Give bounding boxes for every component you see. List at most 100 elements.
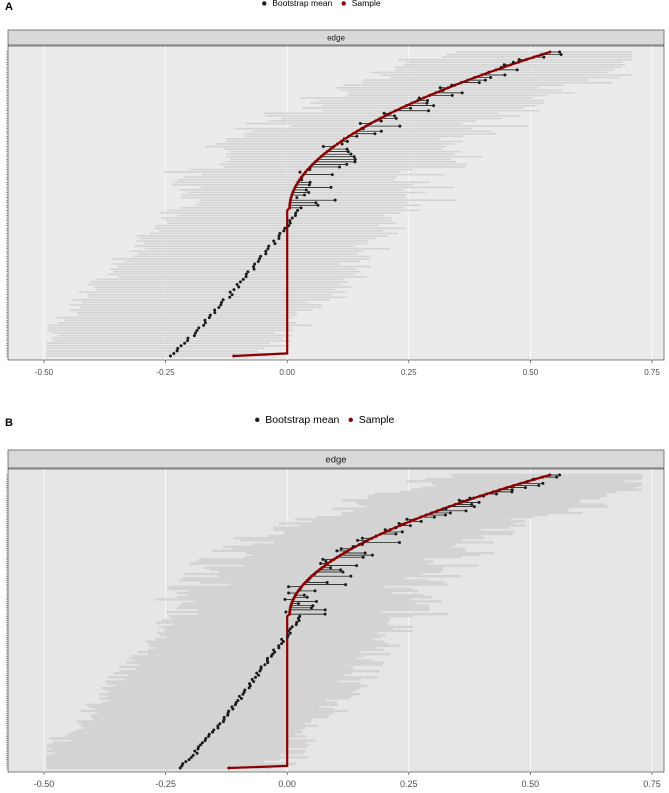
bootstrap-point — [477, 81, 481, 85]
bootstrap-point — [523, 486, 527, 490]
bootstrap-point — [288, 631, 292, 635]
bootstrap-point — [230, 293, 234, 297]
bootstrap-point — [379, 119, 383, 123]
bootstrap-point — [204, 736, 208, 740]
bootstrap-point — [255, 671, 259, 675]
bootstrap-point — [200, 741, 204, 745]
bootstrap-point — [502, 63, 506, 67]
bootstrap-point — [355, 134, 359, 138]
sample-point — [300, 585, 304, 589]
sample-point — [339, 139, 343, 143]
sample-point — [293, 185, 297, 189]
bootstrap-point — [558, 473, 562, 477]
sample-point — [319, 155, 323, 159]
sample-point — [227, 766, 231, 770]
bootstrap-point — [216, 724, 220, 728]
bootstrap-point — [397, 540, 401, 544]
sample-point — [299, 175, 303, 179]
bootstrap-point — [290, 625, 294, 629]
bootstrap-point — [288, 219, 292, 223]
sample-point — [308, 165, 312, 169]
sample-point — [301, 173, 305, 177]
bootstrap-point — [222, 715, 226, 719]
bootstrap-point — [184, 760, 188, 764]
sample-point — [434, 91, 438, 95]
x-tick-label: -0.25 — [156, 368, 175, 377]
bootstrap-point — [192, 334, 196, 338]
bootstrap-point — [472, 505, 476, 509]
panel-a: A Bootstrap mean Sample edge -0.50 -0.25 0.00 0… — [5, 0, 665, 377]
bootstrap-point — [232, 288, 236, 292]
bootstrap-point — [298, 170, 302, 174]
bootstrap-point — [287, 224, 291, 228]
bootstrap-point — [252, 267, 256, 271]
bootstrap-point — [394, 116, 398, 120]
sample-point — [383, 114, 387, 118]
sample-point — [453, 83, 457, 87]
sample-point — [342, 551, 346, 555]
bootstrap-point — [234, 701, 238, 705]
bootstrap-point — [213, 311, 217, 315]
bootstrap-point — [483, 78, 487, 82]
sample-point — [430, 511, 434, 515]
bootstrap-point — [277, 234, 281, 238]
sample-point — [289, 196, 293, 200]
bootstrap-point — [172, 351, 176, 355]
sample-point — [440, 88, 444, 92]
bootstrap-point — [330, 173, 334, 177]
sample-point — [441, 507, 445, 511]
sample-point — [361, 540, 365, 544]
bootstrap-point — [228, 290, 232, 294]
sample-point — [501, 65, 505, 69]
bootstrap-point — [197, 326, 201, 330]
x-tick-label: 0.25 — [400, 779, 418, 789]
bootstrap-point — [432, 104, 436, 108]
bootstrap-point — [304, 188, 308, 192]
bootstrap-point — [187, 758, 191, 762]
bootstrap-point — [207, 732, 211, 736]
bootstrap-point — [252, 265, 256, 269]
connectors — [289, 51, 562, 209]
bootstrap-point — [511, 60, 515, 64]
bootstrap-point — [345, 162, 349, 166]
bootstrap-point — [280, 637, 284, 641]
sample-point — [323, 564, 327, 568]
bootstrap-point — [219, 303, 223, 307]
bootstrap-point — [409, 106, 413, 110]
bootstrap-point — [329, 185, 333, 189]
sample-point — [410, 101, 414, 105]
bootstrap-point — [464, 509, 468, 513]
bootstrap-point — [316, 203, 320, 207]
sample-point — [419, 515, 423, 519]
facet-strip-label: edge — [325, 455, 346, 466]
bootstrap-point — [253, 675, 257, 679]
bootstrap-point — [208, 313, 212, 317]
bootstrap-point — [349, 152, 353, 156]
bootstrap-point — [243, 688, 247, 692]
bootstrap-point — [248, 682, 252, 686]
sample-point — [416, 99, 420, 103]
sample-point — [373, 119, 377, 123]
bootstrap-point — [314, 201, 318, 205]
facet-strip — [7, 449, 665, 469]
bootstrap-point — [482, 494, 486, 498]
sample-point — [316, 157, 320, 161]
bootstrap-point — [283, 597, 287, 601]
bootstrap-point — [250, 677, 254, 681]
sample-point — [453, 503, 457, 507]
sample-point — [494, 68, 498, 72]
bootstrap-point — [345, 147, 349, 151]
bootstrap-point — [191, 753, 195, 757]
bootstrap-point — [541, 481, 545, 485]
sample-point — [478, 494, 482, 498]
bootstrap-point — [266, 247, 270, 251]
legend-bootstrap-key — [262, 1, 267, 6]
legend-bootstrap-label: Bootstrap mean — [265, 414, 339, 426]
bootstrap-point — [280, 642, 284, 646]
sample-point — [339, 553, 343, 557]
bootstrap-point — [168, 354, 172, 358]
bootstrap-point — [296, 208, 300, 212]
bootstrap-point — [352, 155, 356, 159]
bootstrap-point — [313, 589, 317, 593]
